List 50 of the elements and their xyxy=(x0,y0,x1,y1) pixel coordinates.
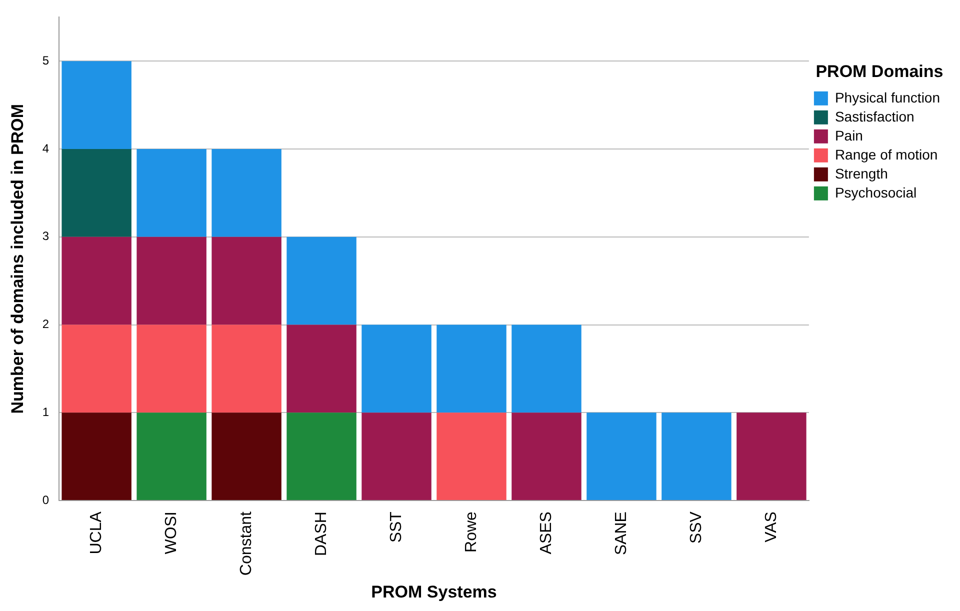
x-axis-title: PROM Systems xyxy=(371,582,497,602)
bar xyxy=(62,61,132,150)
bar xyxy=(136,324,206,413)
y-tick-label: 0 xyxy=(42,492,50,507)
legend-label: Pain xyxy=(834,127,863,144)
bar xyxy=(662,412,732,500)
bar xyxy=(436,324,506,413)
legend-label: Sastisfaction xyxy=(834,108,914,124)
bar xyxy=(362,324,432,413)
legend-title: PROM Domains xyxy=(816,62,944,82)
bar xyxy=(136,412,206,500)
bar xyxy=(286,412,356,500)
legend-label: Range of motion xyxy=(834,146,938,162)
y-tick-label: 3 xyxy=(42,229,50,244)
bar xyxy=(212,236,282,325)
bar xyxy=(512,412,582,500)
bar xyxy=(62,236,132,325)
bar xyxy=(212,412,282,500)
y-tick-label: 1 xyxy=(42,404,50,419)
x-tick-label: Rowe xyxy=(462,511,480,552)
x-tick-label: UCLA xyxy=(88,511,105,554)
x-tick-label: SANE xyxy=(612,512,630,556)
x-tick-label: Constant xyxy=(238,511,255,576)
x-tick-label: DASH xyxy=(312,512,330,556)
bar xyxy=(212,149,282,237)
legend-label: Strength xyxy=(834,165,888,182)
bar xyxy=(512,324,582,413)
legend-label: Physical function xyxy=(834,89,940,106)
bar xyxy=(136,236,206,325)
x-tick-label: ASES xyxy=(538,512,555,554)
bar xyxy=(286,236,356,325)
bar xyxy=(586,412,656,500)
x-tick-label: WOSI xyxy=(162,512,180,554)
bar xyxy=(436,412,506,500)
x-tick-label: SSV xyxy=(688,511,705,544)
bar xyxy=(362,412,432,500)
x-tick-label: SST xyxy=(388,511,405,543)
bar xyxy=(62,324,132,413)
bar xyxy=(286,324,356,413)
x-tick-label: VAS xyxy=(762,512,780,542)
y-axis-title: Number of domains included in PROM xyxy=(8,104,27,414)
bar xyxy=(136,149,206,237)
bar xyxy=(62,412,132,500)
bar xyxy=(62,149,132,237)
bar xyxy=(212,324,282,413)
y-tick-label: 4 xyxy=(42,141,50,156)
legend-label: Psychosocial xyxy=(834,184,917,200)
bar xyxy=(736,412,806,500)
y-tick-label: 2 xyxy=(42,317,50,332)
y-tick-label: 5 xyxy=(42,53,50,68)
